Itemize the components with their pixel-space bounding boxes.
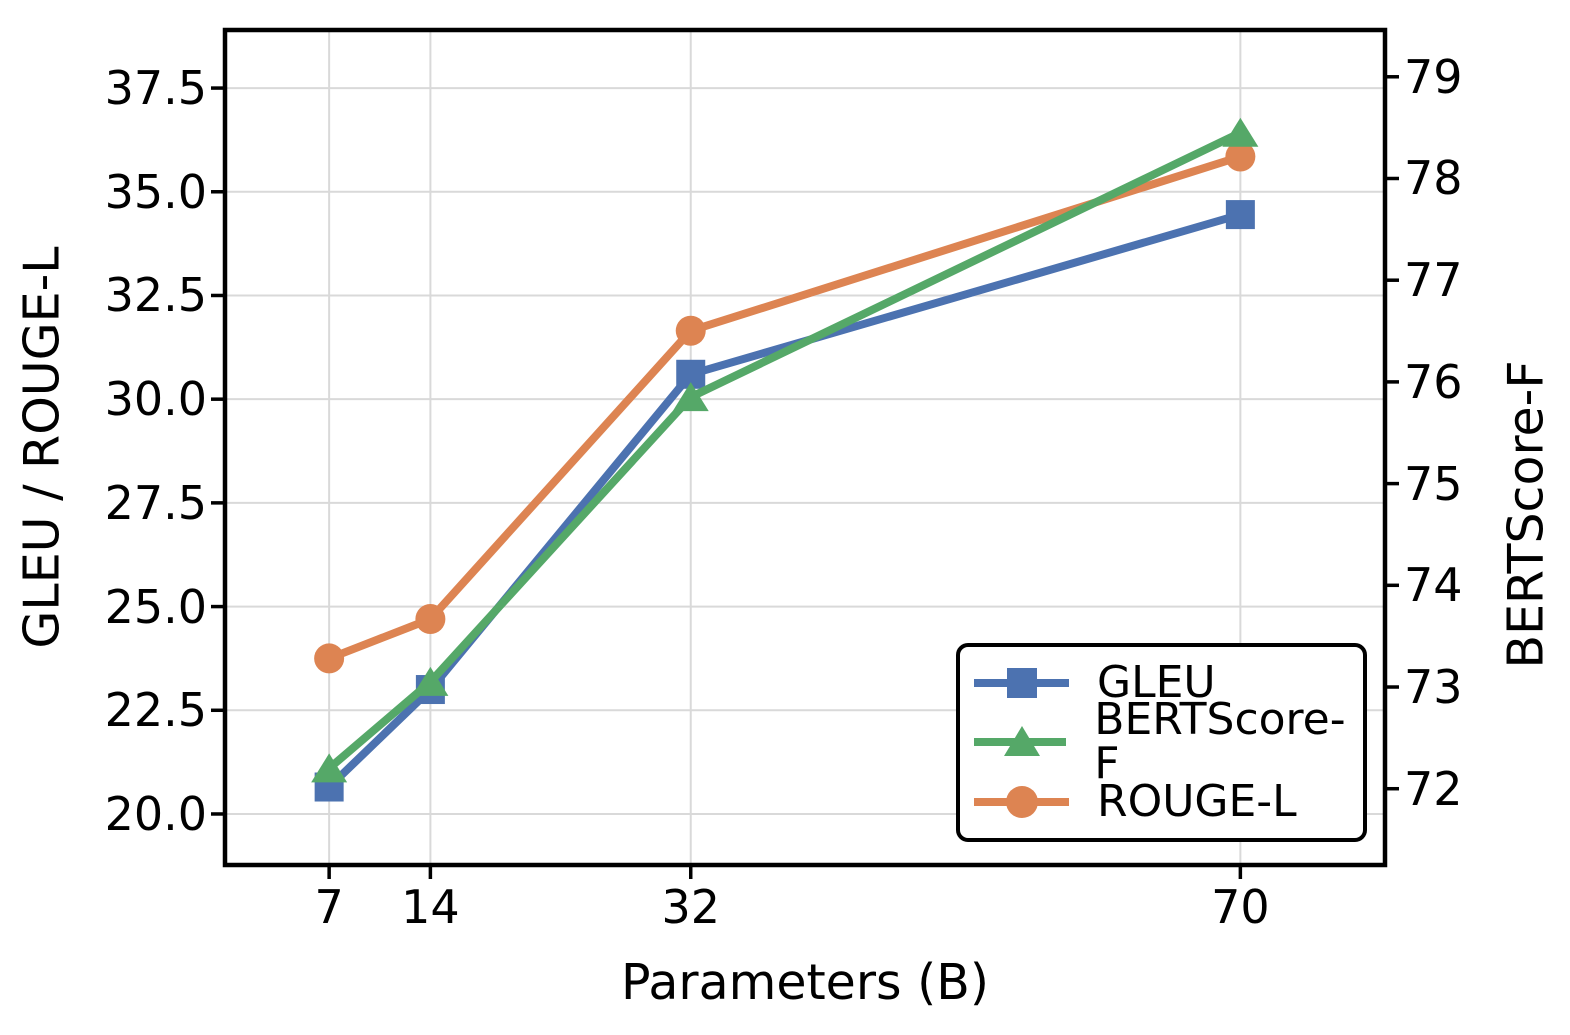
y-right-tick-label: 75 [1404,456,1463,511]
y-right-tick-label: 73 [1404,660,1463,715]
series-rouge-l-marker [415,604,446,635]
y-right-tick-label: 79 [1404,49,1463,104]
x-axis-title: Parameters (B) [621,954,989,1011]
series-rouge-l-marker [675,315,706,346]
legend-item-bertscore-f: BERTScore-F [974,698,1363,786]
legend-label: GLEU [1097,656,1216,708]
y-axis-title-left: GLEU / ROUGE-L [13,246,71,649]
y-right-tick-label: 72 [1404,761,1463,816]
y-left-tick-label: 35.0 [104,164,207,219]
plot-frame [222,27,1388,868]
y-left-tick-label: 20.0 [104,786,207,841]
x-tick-label: 14 [401,880,460,934]
series-bertscore-f-marker [672,382,709,412]
series-bertscore-f-marker [311,753,348,783]
y-left-tick-label: 37.5 [104,61,207,116]
legend-label: ROUGE-L [1097,776,1297,828]
series-line-gleu [326,210,1242,790]
legend-item-gleu: GLEU [974,655,1363,711]
y-right-tick-label: 78 [1404,151,1463,206]
legend-circle-icon [974,786,1069,819]
y-left-tick-label: 25.0 [104,579,207,634]
legend-triangle-icon [974,726,1067,757]
series-line-rouge-l [327,152,1242,663]
x-tick-label: 70 [1211,880,1270,934]
y-left-tick-label: 22.5 [104,683,207,738]
x-tick-label: 7 [314,880,344,934]
series-rouge-l-marker [314,643,345,674]
series-bertscore-f-marker [1222,117,1259,147]
legend-label: BERTScore-F [1094,694,1346,790]
series-gleu-marker [1225,200,1255,230]
y-left-tick-label: 27.5 [104,475,207,530]
y-axis-title-right: BERTScore-F [1497,360,1555,669]
legend-box: GLEU BERTScore-F ROUGE-L [956,643,1367,842]
series-rouge-l-marker [1225,141,1256,172]
x-tick-label: 32 [661,880,720,934]
y-left-tick-label: 32.5 [104,268,207,323]
y-right-tick-label: 74 [1404,558,1463,613]
series-bertscore-f-marker [412,666,449,696]
legend-item-rouge-l: ROUGE-L [974,774,1363,830]
y-right-tick-label: 76 [1404,354,1463,409]
y-right-tick-label: 77 [1404,253,1463,308]
y-left-tick-label: 30.0 [104,372,207,427]
series-line-bertscore-f [326,129,1243,772]
legend-square-icon [974,667,1069,698]
